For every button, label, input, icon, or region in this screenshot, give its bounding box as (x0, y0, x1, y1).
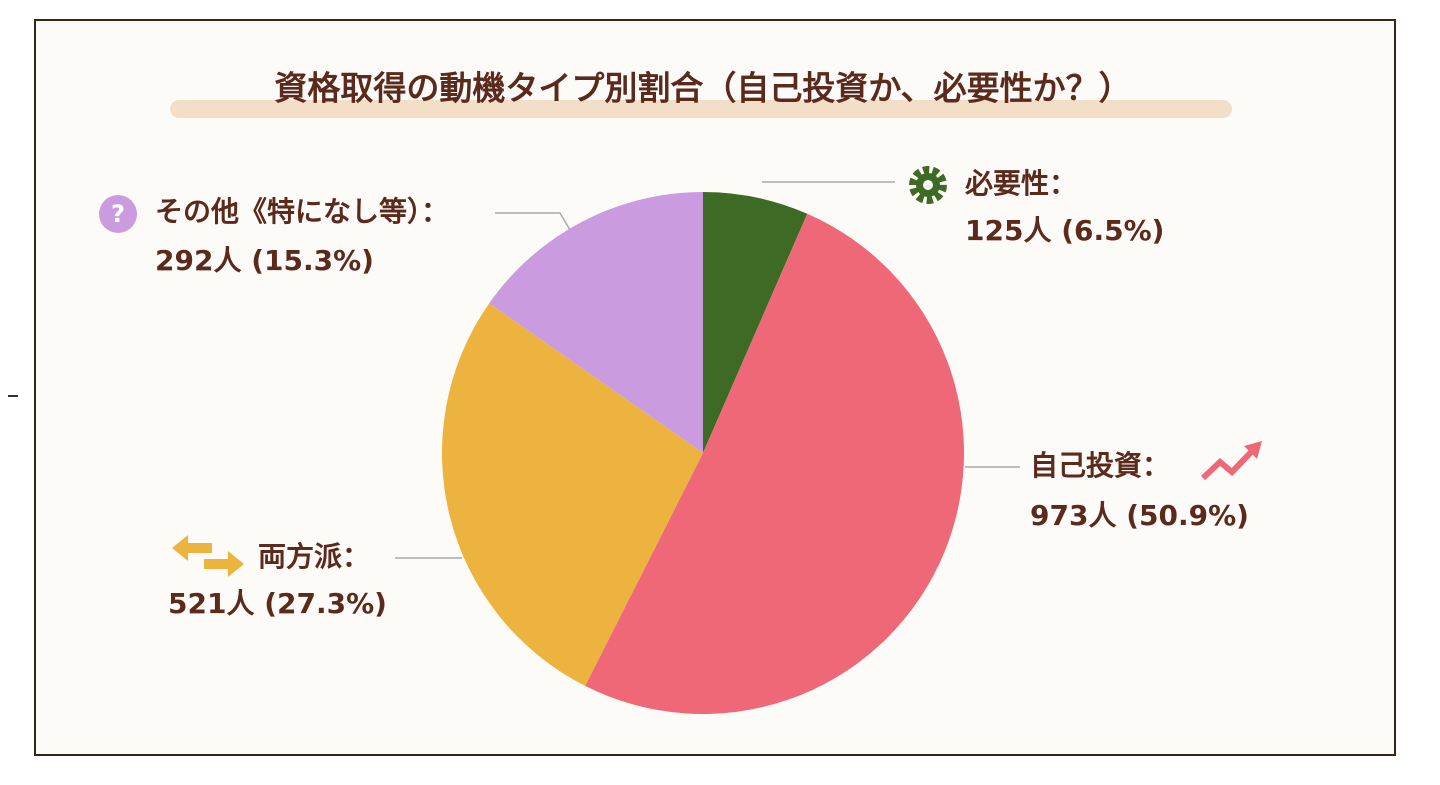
value-label: 973人 (50.9%) (1030, 499, 1249, 532)
slice-label: 必要性： (965, 167, 1077, 200)
pie-slice (703, 192, 808, 453)
chart-title: 資格取得の動機タイプ別割合（自己投資か、必要性か？） (274, 69, 1131, 108)
slice-label: その他《特になし等）： (155, 195, 449, 228)
value-label: 292人 (15.3%) (155, 244, 374, 277)
value-label: 125人 (6.5%) (965, 214, 1164, 247)
gear-icon (909, 166, 947, 204)
leader-line (495, 212, 571, 231)
pie-slice (442, 303, 703, 686)
swap-icon (172, 535, 244, 577)
pie-slice (489, 192, 703, 453)
svg-text:?: ? (111, 200, 125, 228)
pie-slice (585, 213, 964, 714)
question-icon: ? (99, 195, 137, 233)
trend-icon (1200, 441, 1262, 481)
title-highlight (170, 100, 1232, 118)
value-label: 521人 (27.3%) (168, 587, 387, 620)
pie (442, 192, 964, 714)
slice-label: 両方派： (258, 540, 370, 573)
slice-label: 自己投資： (1030, 449, 1170, 482)
